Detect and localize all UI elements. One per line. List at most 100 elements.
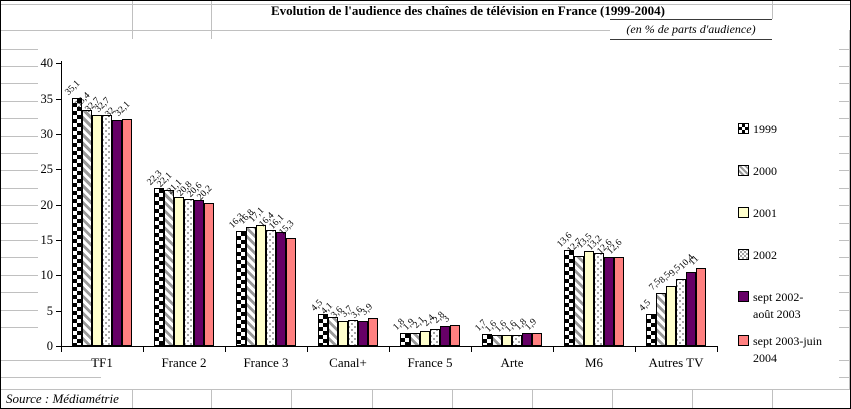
y-axis-tick [56, 63, 61, 64]
legend-item-1999[interactable]: 1999 [738, 121, 848, 138]
bar[interactable]: 2,1 [412, 315, 430, 346]
bar[interactable]: 1,9 [402, 317, 420, 346]
bar[interactable]: 2,8 [432, 310, 450, 346]
bar-group-france-3: 16,3 16,8 17,1 16,4 16,1 15,3 [225, 61, 307, 346]
legend-item-2002[interactable]: 2002 [738, 247, 848, 264]
gridline [1, 30, 610, 31]
y-axis-tick-label: 35 [40, 92, 54, 106]
gridline [772, 389, 773, 408]
bar[interactable]: 8,5 [658, 270, 676, 346]
gridline [772, 1, 773, 19]
bar-group-canal-: 4,5 4,1 3,6 3,7 3,6 3,9 [307, 61, 389, 346]
unit-note-cell[interactable]: (en % de parts d'audience) [610, 19, 772, 40]
legend-item-2000[interactable]: 2000 [738, 163, 848, 180]
gridline [532, 389, 533, 408]
y-axis-tick-label: 5 [46, 304, 53, 318]
gridline [1, 240, 38, 241]
bar[interactable]: 33,4 [74, 91, 92, 346]
bar[interactable]: 4,5 [638, 298, 656, 346]
y-axis-tick [56, 169, 61, 170]
gridline [1, 327, 38, 328]
gridline [132, 389, 133, 408]
bar[interactable]: 20,8 [176, 180, 194, 346]
bar[interactable]: 3,9 [360, 302, 378, 346]
bar-group-arte: 1,7 1,6 1,6 1,6 1,8 1,9 [471, 61, 553, 346]
bar[interactable]: 21,1 [166, 178, 184, 346]
y-axis-tick [56, 346, 61, 347]
bar[interactable]: 4,1 [320, 301, 338, 346]
bar[interactable]: 9,5 [668, 263, 686, 346]
x-axis-category-label: France 2 [161, 355, 207, 370]
x-axis-category-label: Autres TV [648, 355, 704, 370]
bar[interactable]: 12,7 [566, 237, 584, 346]
source-note-cell[interactable]: Source : Médiamétrie [6, 391, 119, 406]
bar[interactable]: 11 [688, 254, 706, 346]
bar[interactable]: 32,1 [114, 100, 132, 346]
chart-title[interactable]: Evolution de l'audience des chaînes de t… [271, 3, 665, 18]
bar[interactable]: 12,6 [606, 238, 624, 346]
gridline [839, 153, 850, 154]
gridline [132, 1, 133, 39]
bar[interactable]: 16,8 [238, 208, 256, 346]
legend-label: sept 2003-juin 2004 [753, 334, 822, 365]
legend-item-sept-2002-ao-t-2003[interactable]: sept 2002- août 2003 [738, 289, 848, 323]
x-axis-tick [553, 346, 554, 352]
bar[interactable]: 4,5 [310, 298, 328, 346]
y-axis-tick-label: 30 [40, 127, 54, 141]
gridline [1, 188, 38, 189]
gridline [839, 118, 850, 119]
gridline [839, 101, 850, 102]
bar[interactable]: 1,6 [504, 319, 522, 346]
bar[interactable]: 20,6 [186, 181, 204, 346]
bar[interactable]: 3,6 [350, 305, 368, 346]
bar[interactable]: 10,4 [678, 253, 696, 346]
bar[interactable]: 32,7 [84, 96, 102, 346]
bar[interactable]: 13,2 [586, 234, 604, 346]
bar[interactable]: 2,4 [422, 313, 440, 346]
bar[interactable]: 1,9 [524, 317, 542, 346]
gridline [1, 257, 38, 258]
legend-item-2001[interactable]: 2001 [738, 205, 848, 222]
gridline [839, 310, 850, 311]
gridline [839, 275, 850, 276]
y-axis-tick-label: 0 [46, 339, 53, 353]
bar[interactable]: 32 [104, 106, 122, 346]
bar[interactable]: 16,3 [228, 212, 246, 346]
gridline [1, 118, 38, 119]
bar[interactable]: 35,1 [64, 79, 82, 346]
bar[interactable]: 22,3 [146, 169, 164, 346]
bar-value-label: 1,9 [523, 317, 539, 333]
x-axis-tick [389, 346, 390, 352]
y-axis-tick-label: 20 [40, 198, 54, 212]
bar[interactable]: 3,7 [340, 304, 358, 346]
bar[interactable]: 1,6 [484, 319, 502, 346]
bar[interactable]: 16,1 [268, 213, 286, 346]
bar[interactable]: 32,7 [94, 96, 112, 346]
x-axis-category-label: M6 [584, 355, 604, 370]
bar[interactable]: 22,1 [156, 171, 174, 346]
bar[interactable]: 13,5 [576, 232, 594, 346]
bar[interactable]: 16,4 [258, 211, 276, 346]
bar[interactable]: 7,5 [648, 277, 666, 346]
gridline [1, 310, 38, 311]
gridline [839, 377, 850, 378]
bar[interactable]: 1,8 [392, 317, 410, 346]
bar[interactable]: 17,1 [248, 206, 266, 346]
bar[interactable]: 3,6 [330, 305, 348, 346]
y-axis-tick [56, 275, 61, 276]
bar[interactable]: 1,8 [514, 317, 532, 346]
gridline [1, 292, 38, 293]
bar[interactable]: 20,2 [196, 184, 214, 346]
bar[interactable]: 1,7 [474, 318, 492, 346]
bar[interactable]: 3 [442, 314, 460, 346]
bar[interactable]: 13,6 [556, 231, 574, 346]
bar[interactable]: 15,3 [278, 219, 296, 346]
bar[interactable]: 1,6 [494, 319, 512, 346]
bar[interactable]: 12,6 [596, 238, 614, 346]
gridline [692, 389, 693, 408]
gridline [1, 360, 101, 361]
y-axis-tick [56, 311, 61, 312]
legend-item-sept-2003-juin-2004[interactable]: sept 2003-juin 2004 [738, 333, 848, 367]
gridline [839, 205, 850, 206]
y-axis-tick [56, 134, 61, 135]
